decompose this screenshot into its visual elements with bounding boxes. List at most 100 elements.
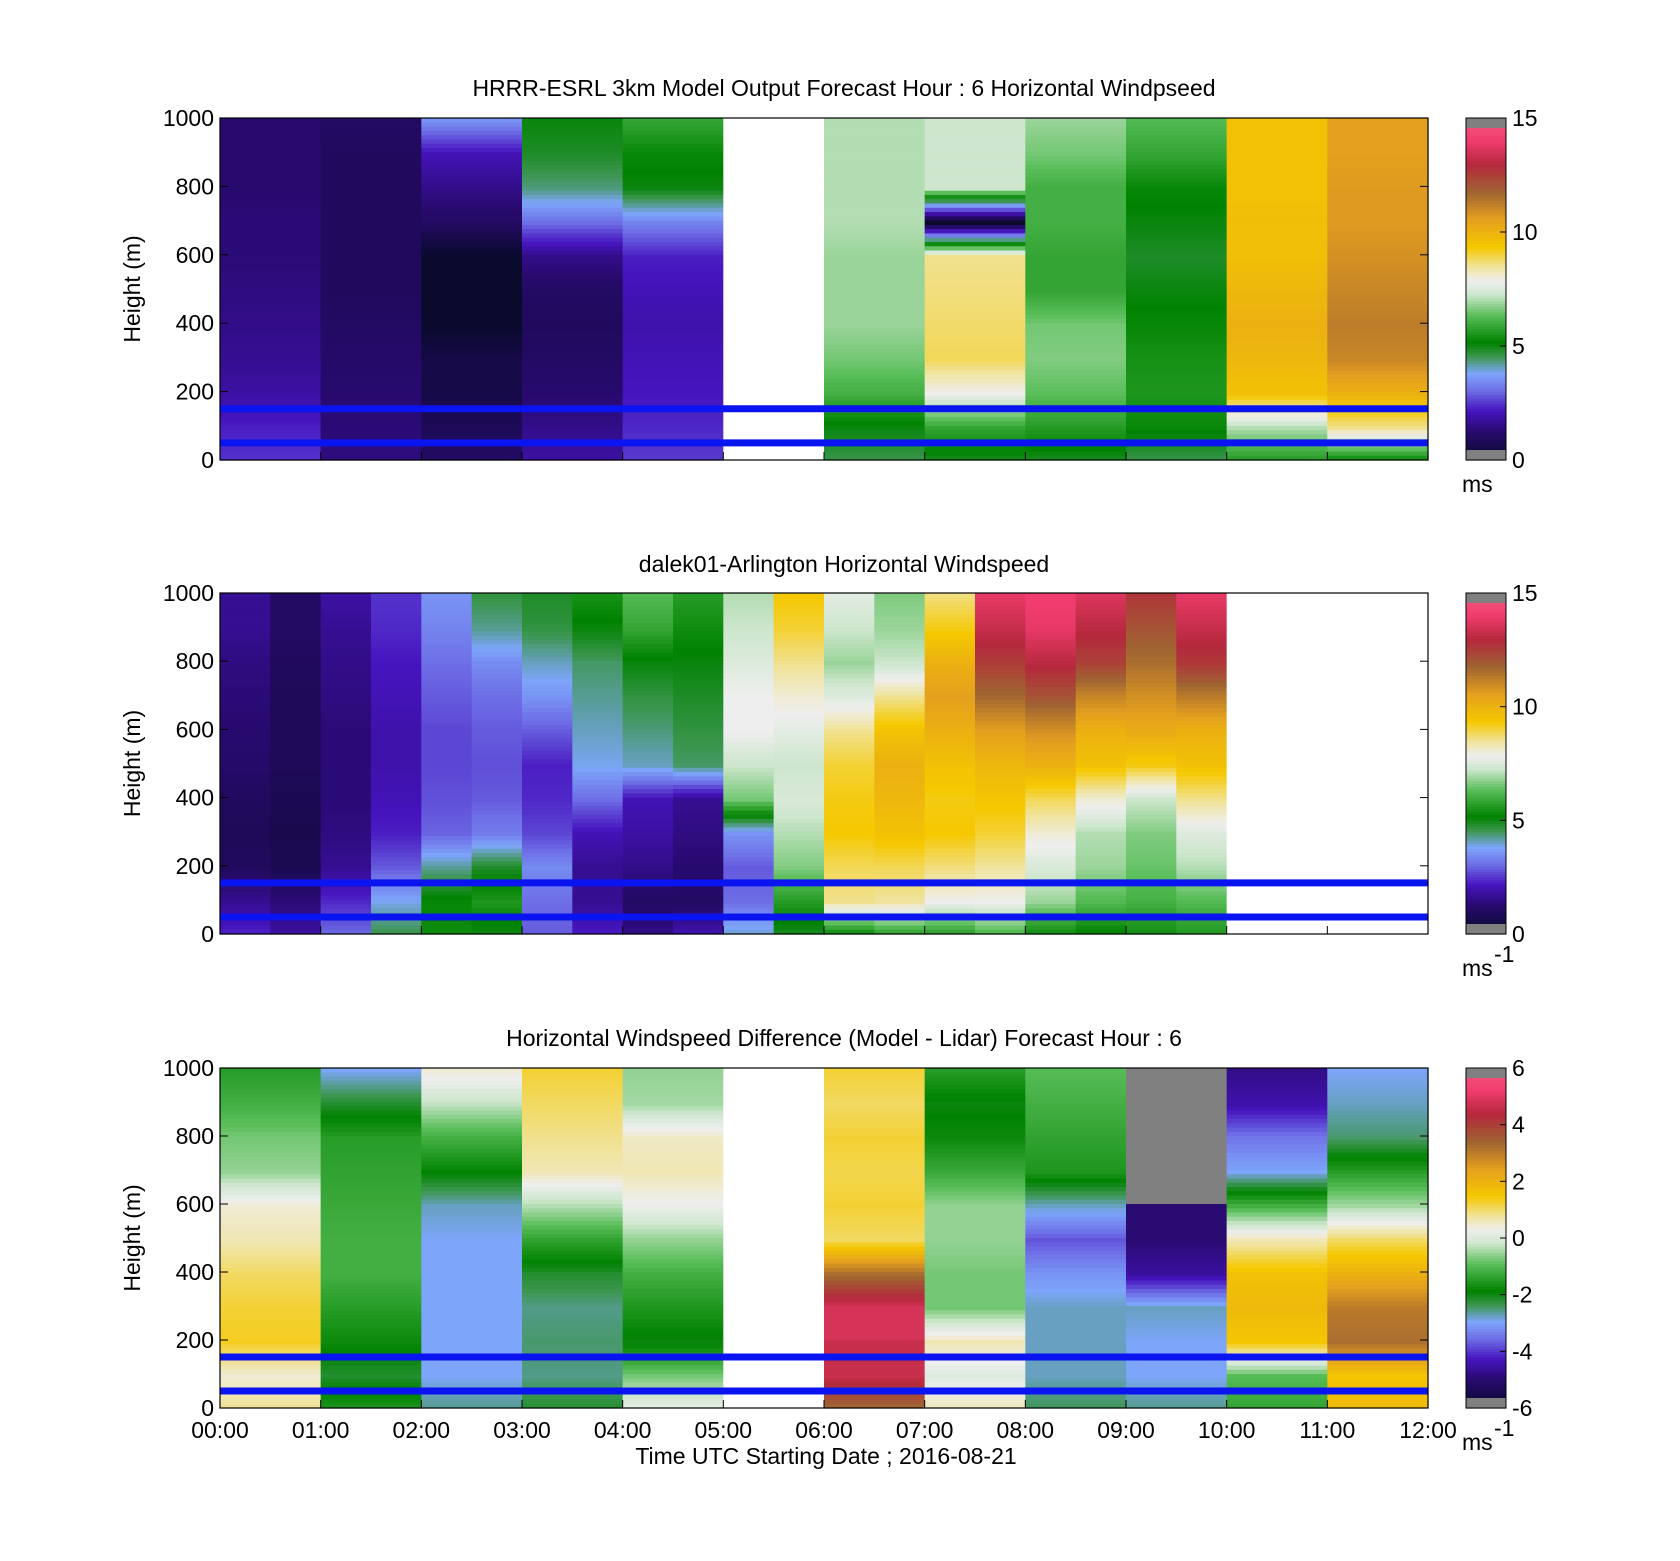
heatmap-cell <box>320 1263 422 1269</box>
heatmap-cell <box>723 165 825 170</box>
colorbar-segment <box>1466 1357 1506 1361</box>
heatmap-cell <box>421 1080 523 1086</box>
y-tick-label: 0 <box>201 1395 214 1421</box>
heatmap-cell <box>1176 733 1228 739</box>
heatmap-cell <box>421 237 523 243</box>
heatmap-cell <box>824 1255 926 1260</box>
heatmap-cell <box>773 691 825 696</box>
heatmap-cell <box>1226 1272 1328 1277</box>
colorbar-segment <box>1466 283 1506 287</box>
heatmap-cell <box>522 250 624 256</box>
heatmap-cell <box>874 865 926 871</box>
heatmap-cell <box>622 691 674 696</box>
heatmap-cell <box>673 887 724 892</box>
heatmap-cell <box>824 156 926 162</box>
heatmap-cell <box>220 853 271 858</box>
heatmap-cell <box>924 1395 1026 1401</box>
heatmap-cell <box>522 622 573 628</box>
heatmap-cell <box>421 631 473 637</box>
heatmap-cell <box>874 899 926 905</box>
heatmap-cell <box>622 1331 724 1337</box>
heatmap-cell <box>1126 627 1177 632</box>
y-tick-label: 200 <box>176 1327 214 1353</box>
colorbar-segment <box>1466 1178 1506 1182</box>
heatmap-cell <box>622 1216 724 1222</box>
heatmap-cell <box>723 716 775 722</box>
heatmap-cell <box>622 1123 724 1129</box>
heatmap-cell <box>320 1318 422 1324</box>
heatmap-cell <box>622 1178 724 1184</box>
heatmap-cell <box>320 716 372 722</box>
heatmap-cell <box>723 254 825 260</box>
heatmap-cell <box>1025 259 1127 264</box>
heatmap-cell <box>522 1255 624 1260</box>
heatmap-cell <box>975 797 1026 803</box>
heatmap-cell <box>220 1331 322 1337</box>
heatmap-cell <box>874 622 926 628</box>
heatmap-cell <box>824 1403 926 1409</box>
heatmap-cell <box>1025 597 1077 603</box>
heatmap-cell <box>421 789 473 794</box>
heatmap-cell <box>1126 224 1228 230</box>
heatmap-cell <box>924 173 1026 179</box>
heatmap-cell <box>924 1123 1026 1129</box>
heatmap-cell <box>1126 772 1177 777</box>
heatmap-cell <box>924 395 1026 401</box>
colorbar-segment <box>1466 132 1506 136</box>
heatmap-cell <box>522 160 624 166</box>
heatmap-cell <box>1176 708 1228 713</box>
heatmap-cell <box>220 220 322 226</box>
heatmap-cell <box>773 652 825 658</box>
heatmap-cell <box>723 921 775 927</box>
heatmap-cell <box>522 447 624 453</box>
heatmap-cell <box>270 908 322 914</box>
heatmap-cell <box>874 776 926 782</box>
y-tick-label: 600 <box>176 716 214 742</box>
colorbar-segment <box>1466 1155 1506 1160</box>
x-tick-label: 05:00 <box>695 1417 753 1443</box>
heatmap-cell <box>1327 289 1429 294</box>
heatmap-cell <box>421 767 473 773</box>
heatmap-cell <box>320 1102 422 1107</box>
heatmap-cell <box>1126 1191 1228 1197</box>
colorbar-segment <box>1466 675 1506 679</box>
heatmap-cell <box>824 233 926 239</box>
heatmap-cell <box>320 216 422 222</box>
heatmap-cell <box>975 622 1026 628</box>
heatmap-cell <box>1126 1340 1228 1345</box>
heatmap-cell <box>975 703 1026 709</box>
heatmap-cell <box>773 887 825 892</box>
heatmap-cell <box>1327 1340 1429 1345</box>
heatmap-cell <box>924 199 1026 205</box>
heatmap-cell <box>421 1199 523 1205</box>
heatmap-cell <box>522 1182 624 1188</box>
colorbar-tick-label: -2 <box>1512 1282 1532 1308</box>
heatmap-cell <box>220 921 271 927</box>
heatmap-cell <box>622 1246 724 1252</box>
heatmap-cell <box>1176 673 1228 679</box>
heatmap-cell <box>622 597 674 603</box>
heatmap-cell <box>924 1178 1026 1184</box>
heatmap-cell <box>471 865 523 871</box>
heatmap-cell <box>1025 1068 1127 1073</box>
colorbar-unit: ms <box>1462 955 1493 981</box>
heatmap-cell <box>1226 1378 1328 1384</box>
heatmap-cell <box>1126 229 1228 235</box>
heatmap-cell <box>622 648 674 654</box>
heatmap-cell <box>1176 823 1228 829</box>
heatmap-cell <box>1226 250 1328 256</box>
heatmap-cell <box>1075 656 1127 662</box>
colorbar-segment <box>1466 1181 1506 1185</box>
heatmap-cell <box>1176 789 1228 794</box>
heatmap-cell <box>673 925 724 931</box>
colorbar-segment <box>1466 769 1506 773</box>
heatmap-cell <box>220 1280 322 1286</box>
heatmap-cell <box>723 336 825 341</box>
heatmap-cell <box>522 648 573 654</box>
heatmap-cell <box>975 763 1026 769</box>
heatmap-cell <box>1025 250 1127 256</box>
heatmap-cell <box>824 801 875 807</box>
heatmap-cell <box>421 374 523 380</box>
heatmap-cell <box>1025 306 1127 311</box>
heatmap-cell <box>1025 618 1077 624</box>
